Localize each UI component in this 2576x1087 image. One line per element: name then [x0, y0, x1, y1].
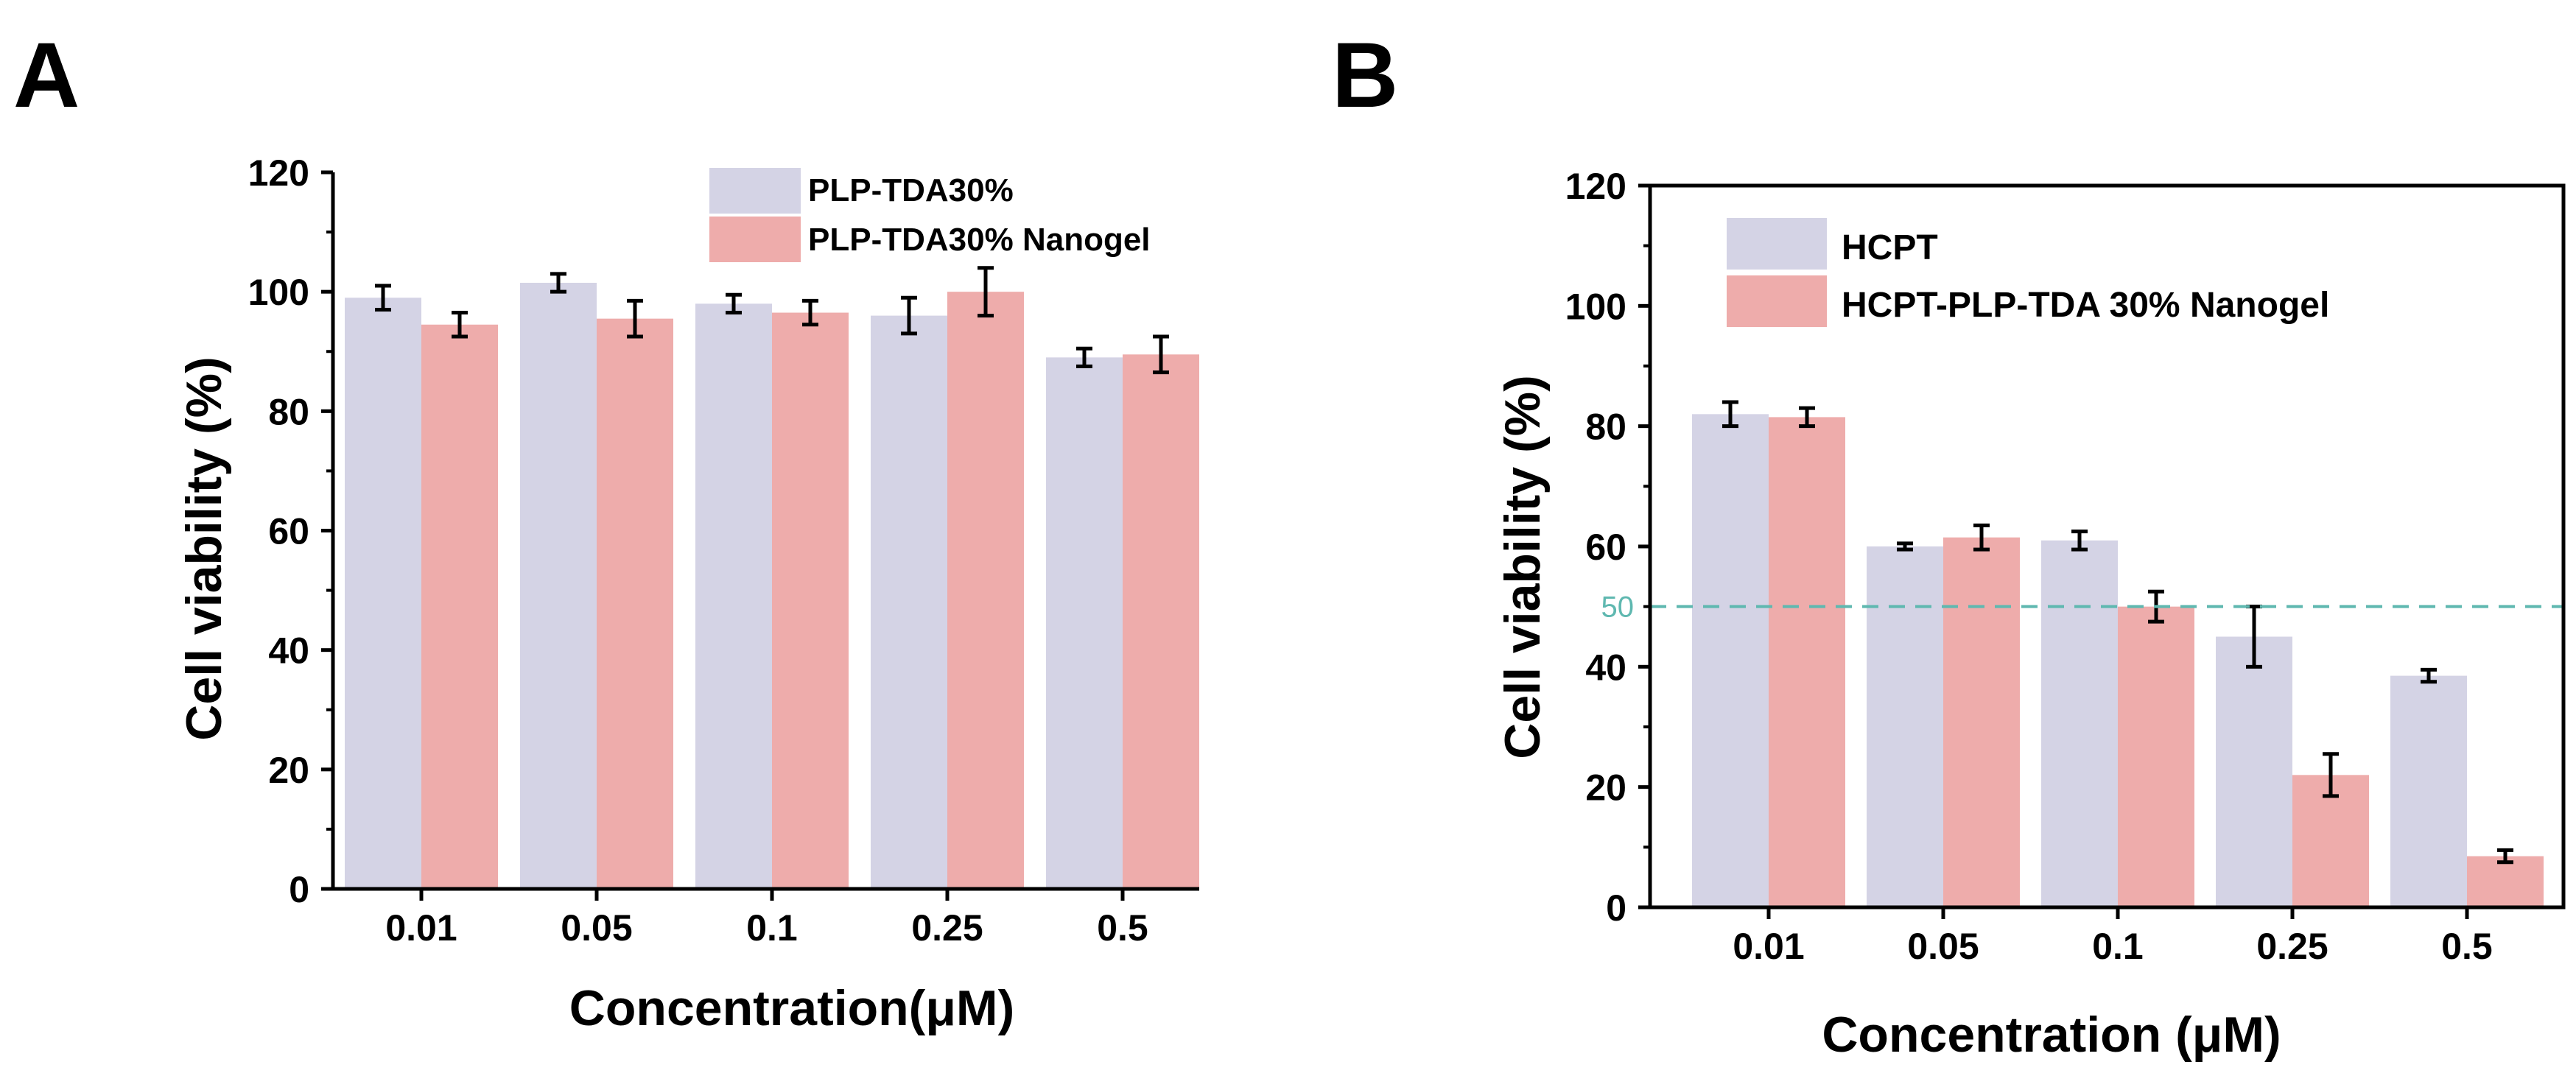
- panel-a-error-bars: [375, 266, 1169, 375]
- bar-a-s2-1: [597, 318, 673, 889]
- panel-b-x-axis-title: Concentration (μM): [1822, 1007, 2281, 1063]
- x-tick-label: 0.01: [385, 907, 457, 949]
- bar-b-s2-0: [1769, 417, 1845, 907]
- x-tick-label: 0.1: [2092, 926, 2144, 967]
- y-tick-label: 120: [1565, 166, 1626, 207]
- panel-a-legend-swatch-2: [709, 217, 801, 262]
- error-bar-b-s2-4: [2497, 848, 2513, 865]
- error-bar-b-s1-1: [1897, 541, 1913, 552]
- panel-a-bars: [345, 283, 1199, 890]
- error-bar-a-s1-4: [1076, 346, 1092, 369]
- bar-a-s1-4: [1046, 357, 1123, 889]
- bar-b-s1-2: [2041, 540, 2118, 907]
- bar-a-s2-4: [1123, 354, 1199, 889]
- error-bar-b-s1-2: [2071, 530, 2088, 552]
- panel-a-legend-swatch-1: [709, 168, 801, 214]
- panel-b-y-ticks: 0 20 40 60 80 100 120: [1565, 166, 1650, 929]
- panel-a-legend-label-1: PLP-TDA30%: [808, 172, 1014, 208]
- bar-b-s1-3: [2216, 636, 2292, 907]
- x-tick-label: 0.5: [1097, 907, 1148, 949]
- y-tick-label: 0: [1606, 887, 1626, 929]
- panel-a-label: A: [13, 24, 80, 127]
- error-bar-a-s2-1: [627, 298, 643, 339]
- y-tick-label: 20: [268, 750, 309, 791]
- panel-b-reference-line: 50: [1601, 591, 2563, 624]
- bar-b-s2-4: [2467, 856, 2544, 907]
- y-tick-label: 60: [268, 511, 309, 552]
- y-tick-label: 100: [1565, 286, 1626, 327]
- error-bar-a-s1-1: [550, 272, 566, 294]
- error-bar-a-s1-3: [901, 295, 917, 336]
- panel-a-x-axis-title: Concentration(μM): [569, 980, 1014, 1036]
- panel-a-y-ticks: 0 20 40 60 80 100 120: [248, 152, 333, 910]
- bar-b-s2-1: [1943, 537, 2020, 907]
- bar-b-s1-0: [1692, 414, 1769, 907]
- error-bar-a-s2-0: [452, 311, 468, 339]
- bar-b-s2-2: [2118, 606, 2194, 907]
- panel-a-x-ticks: 0.01 0.05 0.1 0.25 0.5: [385, 889, 1148, 949]
- panel-b-error-bars: [1722, 400, 2513, 865]
- panel-a: A Cell viability (%) Concentration(μM) 0…: [13, 24, 1199, 1036]
- x-tick-label: 0.05: [1907, 926, 1979, 967]
- panel-b-bars: [1692, 414, 2544, 907]
- bar-b-s1-4: [2390, 675, 2467, 907]
- panel-b: B Cell viability (%) Concentration (μM) …: [1332, 24, 2566, 1063]
- error-bar-a-s2-2: [802, 298, 818, 327]
- panel-b-legend-label-2: HCPT-PLP-TDA 30% Nanogel: [1842, 286, 2329, 325]
- bar-a-s1-2: [695, 303, 772, 890]
- x-tick-label: 0.01: [1733, 926, 1804, 967]
- error-bar-b-s2-1: [1973, 523, 1990, 552]
- y-tick-label: 0: [289, 869, 309, 910]
- y-tick-label: 80: [268, 391, 309, 432]
- error-bar-b-s2-0: [1799, 406, 1815, 429]
- x-tick-label: 0.1: [746, 907, 798, 949]
- panel-a-legend: PLP-TDA30% PLP-TDA30% Nanogel: [709, 168, 1151, 262]
- bar-a-s1-1: [520, 283, 597, 890]
- bar-a-s2-3: [947, 292, 1024, 890]
- y-tick-label: 40: [1585, 647, 1626, 688]
- y-tick-label: 80: [1585, 407, 1626, 448]
- error-bar-a-s2-4: [1153, 334, 1169, 375]
- panel-b-x-ticks: 0.01 0.05 0.1 0.25 0.5: [1733, 907, 2493, 967]
- y-tick-label: 20: [1585, 767, 1626, 809]
- x-tick-label: 0.05: [561, 907, 632, 949]
- reference-line-label: 50: [1601, 591, 1635, 624]
- panel-b-y-axis-title: Cell viability (%): [1495, 375, 1551, 759]
- bar-a-s1-0: [345, 298, 421, 889]
- y-tick-label: 40: [268, 630, 309, 672]
- error-bar-b-s1-4: [2421, 667, 2437, 684]
- panel-a-legend-label-2: PLP-TDA30% Nanogel: [808, 222, 1151, 258]
- error-bar-b-s1-0: [1722, 400, 1738, 429]
- bar-a-s2-2: [772, 312, 849, 889]
- bar-a-s1-3: [871, 315, 947, 890]
- x-tick-label: 0.25: [911, 907, 983, 949]
- bar-a-s2-0: [421, 324, 498, 889]
- error-bar-a-s1-0: [375, 284, 391, 312]
- bar-b-s1-1: [1867, 546, 1943, 907]
- y-tick-label: 60: [1585, 527, 1626, 568]
- panel-b-legend: HCPT HCPT-PLP-TDA 30% Nanogel: [1727, 218, 2329, 327]
- y-tick-label: 120: [248, 152, 309, 194]
- panel-b-legend-swatch-1: [1727, 218, 1827, 270]
- y-tick-label: 100: [248, 272, 309, 313]
- error-bar-a-s1-2: [726, 292, 742, 315]
- x-tick-label: 0.5: [2441, 926, 2493, 967]
- error-bar-b-s2-3: [2323, 752, 2339, 798]
- x-tick-label: 0.25: [2256, 926, 2328, 967]
- error-bar-a-s2-3: [978, 266, 994, 318]
- panel-b-legend-swatch-2: [1727, 275, 1827, 327]
- panel-b-legend-label-1: HCPT: [1842, 228, 1938, 267]
- panel-b-label: B: [1332, 24, 1398, 127]
- panel-a-y-axis-title: Cell viability (%): [176, 356, 232, 740]
